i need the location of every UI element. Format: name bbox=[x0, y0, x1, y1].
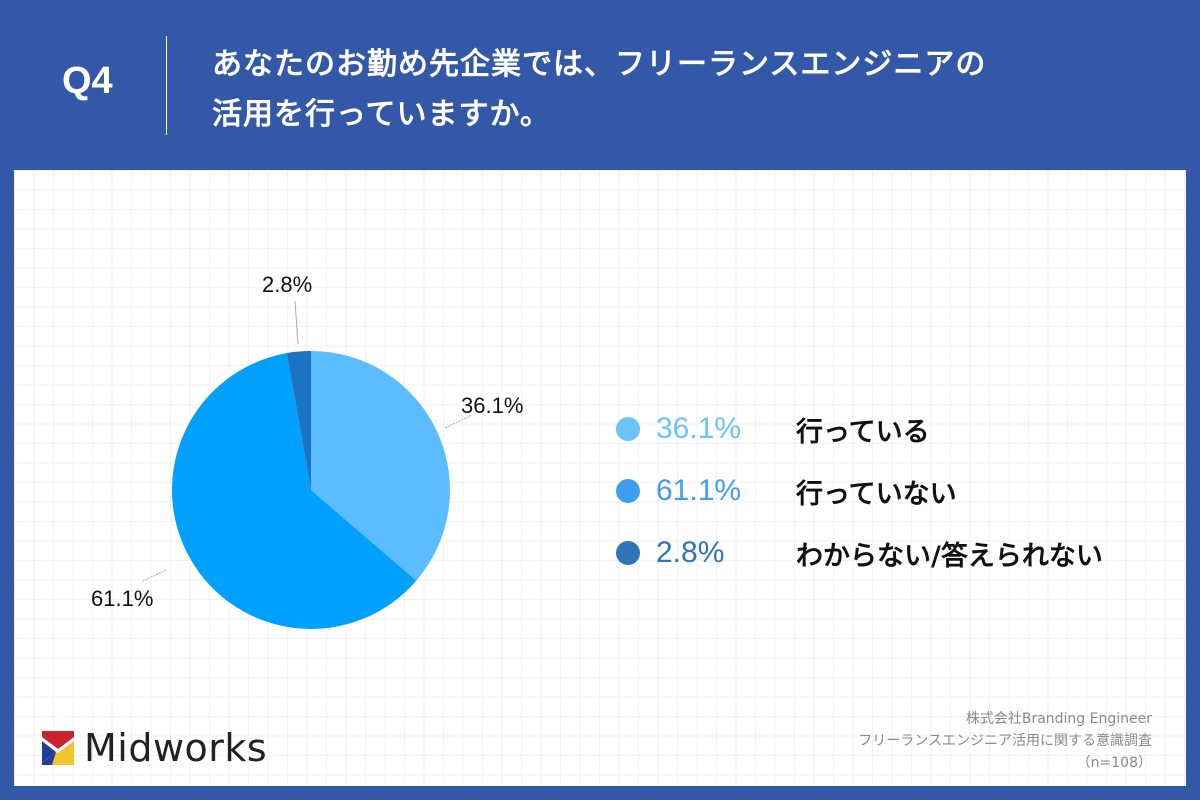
question-number: Q4 bbox=[62, 60, 113, 102]
legend-dot-icon bbox=[616, 541, 640, 565]
source-company: 株式会社Branding Engineer bbox=[965, 711, 1152, 727]
source-sample-size: （n=108） bbox=[1076, 755, 1152, 771]
midworks-logo-icon bbox=[42, 731, 74, 765]
source-note: 株式会社Branding Engineer フリーランスエンジニア活用に関する意… bbox=[858, 708, 1152, 774]
legend-label: 行っていない bbox=[796, 478, 957, 510]
chart-panel: 36.1% 61.1% 2.8% bbox=[14, 170, 1186, 786]
chart-legend: 36.1% 行っている 61.1% 行っていない 2.8% わからない/答えられ… bbox=[616, 398, 1103, 584]
question-title: あなたのお勤め先企業では、フリーランスエンジニアの 活用を行っていますか。 bbox=[212, 40, 1172, 140]
pie-slice-yes bbox=[311, 351, 450, 581]
logo-text: Midworks bbox=[84, 726, 268, 770]
header-divider bbox=[166, 36, 167, 135]
midworks-logo: Midworks bbox=[42, 726, 267, 770]
legend-dot-icon bbox=[616, 479, 640, 503]
pie-slice-no bbox=[171, 353, 417, 629]
leader-line-yes bbox=[444, 414, 473, 429]
leader-line-unknown bbox=[294, 300, 299, 345]
legend-percentage: 36.1% bbox=[656, 412, 742, 445]
pie-chart: 36.1% 61.1% 2.8% bbox=[91, 272, 523, 629]
legend-item-yes: 36.1% 行っている bbox=[616, 398, 1103, 460]
legend-item-no: 61.1% 行っていない bbox=[616, 460, 1103, 522]
leader-line-no bbox=[142, 569, 167, 582]
title-line-1: あなたのお勤め先企業では、フリーランスエンジニアの bbox=[212, 47, 987, 82]
legend-percentage: 2.8% bbox=[656, 536, 725, 569]
legend-percentage: 61.1% bbox=[656, 474, 742, 507]
legend-item-unknown: 2.8% わからない/答えられない bbox=[616, 522, 1103, 584]
pie-slice-unknown bbox=[286, 350, 311, 490]
legend-dot-icon bbox=[616, 417, 640, 441]
title-line-2: 活用を行っていますか。 bbox=[212, 97, 551, 132]
header: Q4 あなたのお勤め先企業では、フリーランスエンジニアの 活用を行っていますか。 bbox=[0, 0, 1200, 170]
pie-label-yes: 36.1% bbox=[461, 393, 523, 418]
legend-label: 行っている bbox=[796, 416, 930, 448]
legend-label: わからない/答えられない bbox=[796, 540, 1103, 572]
pie-label-unknown: 2.8% bbox=[262, 272, 312, 297]
pie-label-no: 61.1% bbox=[91, 586, 153, 611]
source-survey-name: フリーランスエンジニア活用に関する意識調査 bbox=[858, 733, 1152, 749]
